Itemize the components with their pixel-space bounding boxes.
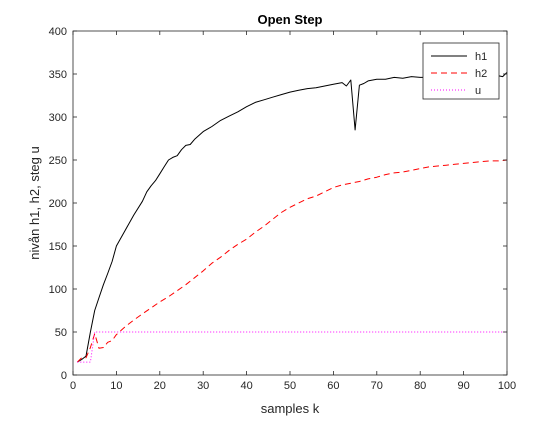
x-tick-label: 50	[284, 380, 296, 392]
series-line-h2	[76, 159, 508, 363]
x-tick-label: 30	[197, 380, 209, 392]
y-tick-label: 150	[49, 241, 67, 253]
x-tick-label: 60	[327, 380, 339, 392]
y-axis-label: nivån h1, h2, steg u	[27, 146, 42, 259]
y-tick-label: 250	[49, 155, 67, 167]
x-tick-label: 70	[371, 380, 383, 392]
y-tick-label: 350	[49, 69, 67, 81]
chart-title: Open Step	[257, 12, 322, 27]
legend-label-h2: h2	[475, 68, 487, 80]
y-tick-label: 300	[49, 112, 67, 124]
y-tick-label: 50	[55, 327, 67, 339]
series-line-u	[77, 331, 507, 363]
x-tick-label: 100	[498, 380, 516, 392]
x-tick-label: 20	[154, 380, 166, 392]
x-tick-label: 90	[457, 380, 469, 392]
ticks-layer: 0 10 20 30 40 50 60 70 80 90 100 0 50 100 150 200 250 300…	[49, 26, 517, 392]
legend-box	[422, 42, 500, 100]
x-tick-label: 40	[240, 380, 252, 392]
x-tick-label: 80	[414, 380, 426, 392]
y-tick-label: 0	[61, 370, 67, 382]
legend-label-u: u	[475, 85, 481, 97]
legend: h1 h2 u	[422, 42, 500, 100]
y-tick-label: 400	[49, 26, 67, 38]
legend-label-h1: h1	[475, 51, 487, 63]
x-axis-label: samples k	[261, 401, 320, 416]
x-tick-label: 10	[110, 380, 122, 392]
y-tick-label: 200	[49, 198, 67, 210]
x-tick-label: 0	[70, 380, 76, 392]
y-tick-label: 100	[49, 284, 67, 296]
